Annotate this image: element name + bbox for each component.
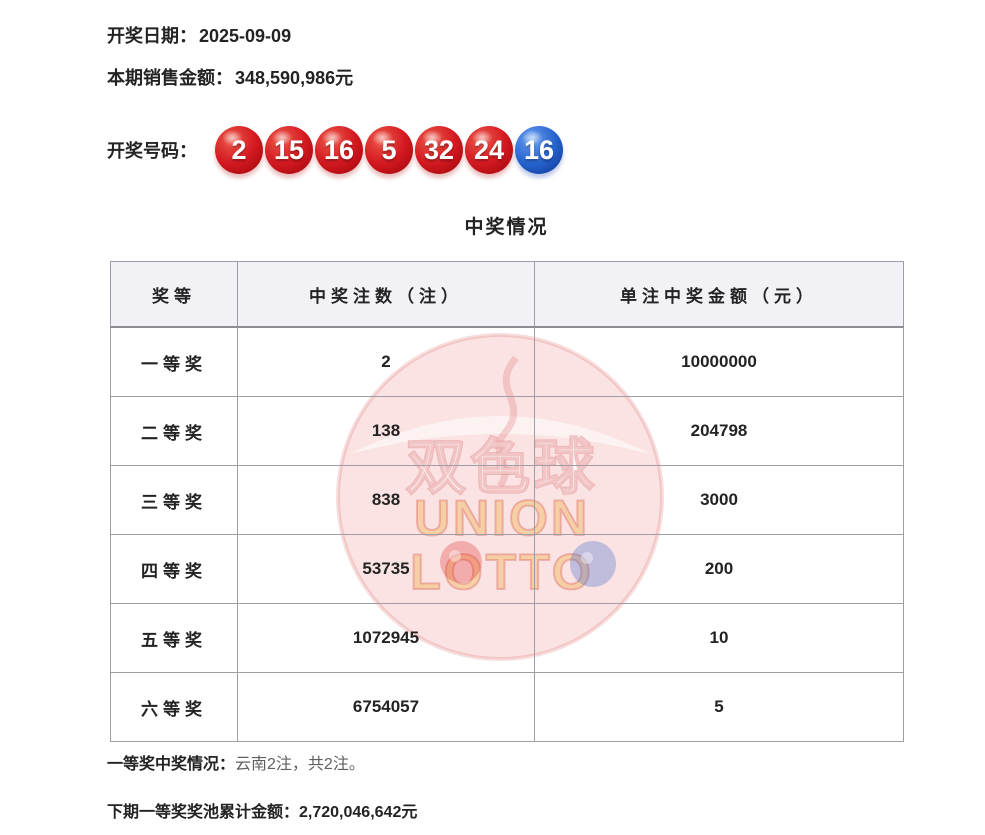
lottery-ball-2: 15: [265, 126, 313, 174]
prize-level: 三等奖: [110, 465, 238, 535]
winning-bets: 2: [237, 326, 535, 397]
header-prize-level: 奖等: [110, 261, 238, 328]
sales-label: 本期销售金额：: [107, 68, 233, 88]
section-title: 中奖情况: [464, 217, 549, 238]
lottery-ball-3: 16: [315, 126, 363, 174]
jackpot-amount: 2,720,046,642元: [299, 804, 418, 821]
lottery-ball-1: 2: [215, 126, 263, 174]
table-row: 二等奖 138 204798: [110, 396, 904, 466]
table-row: 六等奖 6754057 5: [110, 672, 904, 742]
prize-table: 奖等 中奖注数（注） 单注中奖金额（元） 一等奖 2 10000000 二等奖 …: [110, 261, 904, 742]
prize-amount: 10: [534, 603, 904, 673]
prize-table-header-row: 奖等 中奖注数（注） 单注中奖金额（元）: [110, 261, 904, 328]
lottery-ball-blue: 16: [515, 126, 563, 174]
prize-level: 五等奖: [110, 603, 238, 673]
prize-amount: 10000000: [534, 326, 904, 397]
winning-bets: 6754057: [237, 672, 535, 742]
draw-date-line: 开奖日期： 2025-09-09: [107, 22, 291, 48]
first-prize-detail: 云南2注，共2注。: [235, 756, 365, 773]
winning-bets: 138: [237, 396, 535, 466]
table-row: 五等奖 1072945 10: [110, 603, 904, 673]
table-row: 四等奖 53735 200: [110, 534, 904, 604]
prize-amount: 200: [534, 534, 904, 604]
header-winning-bets: 中奖注数（注）: [237, 261, 535, 328]
prize-amount: 3000: [534, 465, 904, 535]
table-row: 三等奖 838 3000: [110, 465, 904, 535]
lottery-ball-6: 24: [465, 126, 513, 174]
lottery-ball-5: 32: [415, 126, 463, 174]
jackpot-line: 下期一等奖奖池累计金额：2,720,046,642元: [107, 798, 417, 822]
prize-amount: 204798: [534, 396, 904, 466]
header-prize-amount: 单注中奖金额（元）: [534, 261, 904, 328]
winning-numbers-row: 开奖号码： 2 15 16 5 32 24 16: [107, 126, 565, 174]
draw-date-value: 2025-09-09: [199, 26, 292, 46]
draw-date-label: 开奖日期：: [107, 26, 197, 46]
prize-amount: 5: [534, 672, 904, 742]
first-prize-label: 一等奖中奖情况：: [107, 756, 236, 773]
winning-bets: 1072945: [237, 603, 535, 673]
sales-amount-line: 本期销售金额： 348,590,986元: [107, 64, 353, 90]
winning-bets: 838: [237, 465, 535, 535]
winning-bets: 53735: [237, 534, 535, 604]
table-row: 一等奖 2 10000000: [110, 326, 904, 397]
jackpot-label: 下期一等奖奖池累计金额：: [107, 804, 300, 821]
prize-level: 四等奖: [110, 534, 238, 604]
prize-level: 一等奖: [110, 326, 238, 397]
winning-numbers-label: 开奖号码：: [107, 141, 197, 161]
prize-level: 二等奖: [110, 396, 238, 466]
sales-amount-value: 348,590,986元: [235, 68, 354, 88]
prize-level: 六等奖: [110, 672, 238, 742]
lottery-ball-4: 5: [365, 126, 413, 174]
first-prize-detail-line: 一等奖中奖情况：云南2注，共2注。: [107, 750, 365, 774]
